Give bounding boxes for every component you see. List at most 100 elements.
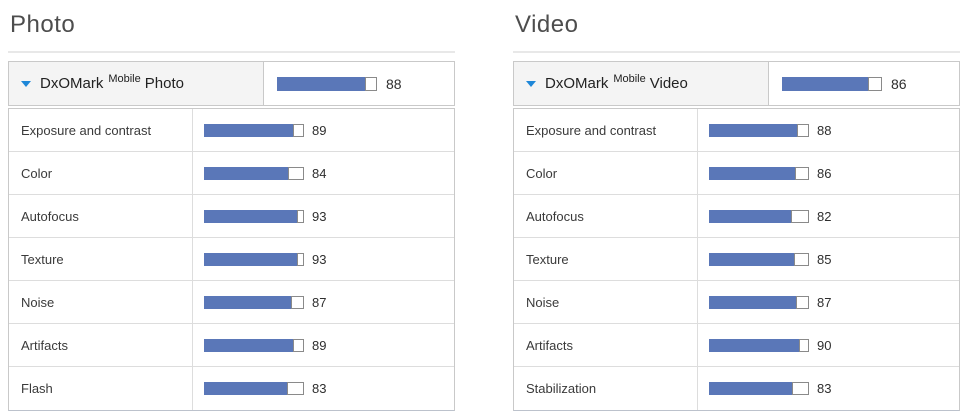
row-bar-cell: 93	[193, 195, 454, 237]
score-bar-fill	[277, 76, 365, 91]
row-score-bar	[204, 382, 304, 395]
score-bar-fill	[204, 295, 291, 309]
table-row: Autofocus 82	[514, 195, 959, 238]
row-bar-cell: 89	[193, 324, 454, 366]
score-bar-remainder	[297, 209, 304, 223]
row-score-value: 93	[312, 251, 327, 267]
row-label: Autofocus	[21, 208, 79, 224]
row-label: Artifacts	[21, 337, 68, 353]
row-label: Texture	[21, 251, 64, 267]
row-label-cell: Stabilization	[514, 367, 698, 410]
score-bar-remainder	[293, 123, 304, 137]
row-bar-cell: 93	[193, 238, 454, 280]
score-bar-fill	[709, 338, 799, 352]
score-bar-fill	[204, 209, 297, 223]
row-label: Autofocus	[526, 208, 584, 224]
table-row: Exposure and contrast 89	[9, 109, 454, 152]
score-bar-remainder	[795, 166, 809, 180]
video-panel: Video DxOMark Mobile Video 86 Exposure a…	[513, 10, 960, 411]
table-row: Texture 85	[514, 238, 959, 281]
row-score-value: 86	[817, 165, 832, 181]
row-label-cell: Flash	[9, 367, 193, 410]
table-row: Noise 87	[9, 281, 454, 324]
score-bar-fill	[204, 166, 288, 180]
row-bar-cell: 89	[193, 109, 454, 151]
row-label-cell: Exposure and contrast	[514, 109, 698, 151]
photo-panel: Photo DxOMark Mobile Photo 88 Exposure a…	[8, 10, 455, 411]
table-row: Noise 87	[514, 281, 959, 324]
row-label: Noise	[526, 294, 560, 310]
score-bar-remainder	[868, 76, 882, 91]
row-bar-cell: 86	[698, 152, 959, 194]
row-label-cell: Noise	[9, 281, 193, 323]
row-score-value: 84	[312, 165, 327, 181]
row-label: Stabilization	[526, 381, 597, 396]
table-row: Artifacts 90	[514, 324, 959, 367]
row-label-cell: Texture	[9, 238, 193, 280]
score-bar-fill	[204, 338, 293, 352]
score-bar-remainder	[799, 338, 809, 352]
row-label-cell: Autofocus	[514, 195, 698, 237]
overall-score-bar-cell: 86	[769, 62, 959, 105]
row-score-bar	[709, 338, 809, 352]
row-label-cell: Texture	[514, 238, 698, 280]
table-row: Stabilization 83	[514, 367, 959, 410]
score-bar-remainder	[365, 76, 377, 91]
title-divider	[8, 51, 455, 53]
collapse-arrow-icon[interactable]	[21, 80, 31, 87]
score-bar-remainder	[797, 123, 809, 137]
dxomark-overall-score-row[interactable]: DxOMark Mobile Photo 88	[8, 61, 455, 106]
mobile-superscript-label: Mobile	[108, 72, 141, 85]
overall-score-bar	[782, 76, 882, 91]
score-bar-fill	[204, 252, 297, 266]
score-bar-remainder	[796, 295, 809, 309]
score-bar-remainder	[792, 382, 809, 395]
row-score-value: 82	[817, 208, 832, 224]
overall-score-value: 86	[891, 75, 907, 92]
score-bar-remainder	[291, 295, 304, 309]
row-label-cell: Color	[9, 152, 193, 194]
table-row: Texture 93	[9, 238, 454, 281]
row-score-value: 88	[817, 122, 832, 138]
row-score-value: 93	[312, 208, 327, 224]
sub-score-table: Exposure and contrast 89 Color 84 Autofo…	[8, 108, 455, 411]
collapse-arrow-icon[interactable]	[526, 80, 536, 87]
row-label-cell: Exposure and contrast	[9, 109, 193, 151]
row-score-value: 89	[312, 337, 327, 353]
row-score-bar	[204, 295, 304, 309]
row-label-cell: Autofocus	[9, 195, 193, 237]
score-bar-fill	[709, 166, 795, 180]
row-score-value: 90	[817, 337, 832, 353]
row-label-cell: Color	[514, 152, 698, 194]
score-bar-remainder	[288, 166, 304, 180]
table-row: Exposure and contrast 88	[514, 109, 959, 152]
score-bar-remainder	[791, 209, 809, 223]
row-score-value: 87	[817, 294, 832, 310]
score-bar-remainder	[297, 252, 304, 266]
dxomark-brand-label: DxOMark	[40, 75, 104, 92]
dxomark-header-label-cell: DxOMark Mobile Photo	[9, 62, 264, 105]
panel-title: Photo	[10, 11, 76, 38]
title-divider	[513, 51, 960, 53]
row-bar-cell: 83	[698, 367, 959, 410]
score-bar-remainder	[794, 252, 809, 266]
sub-score-table: Exposure and contrast 88 Color 86 Autofo…	[513, 108, 960, 411]
row-label: Texture	[526, 251, 569, 267]
row-score-bar	[204, 252, 304, 266]
row-bar-cell: 85	[698, 238, 959, 280]
score-bar-remainder	[287, 382, 304, 395]
dxomark-header-label-cell: DxOMark Mobile Video	[514, 62, 769, 105]
score-bar-fill	[204, 123, 293, 137]
row-label-cell: Artifacts	[514, 324, 698, 366]
row-score-bar	[709, 295, 809, 309]
row-score-bar	[204, 209, 304, 223]
row-bar-cell: 90	[698, 324, 959, 366]
table-row: Artifacts 89	[9, 324, 454, 367]
score-bar-fill	[782, 76, 868, 91]
row-bar-cell: 87	[193, 281, 454, 323]
dxomark-overall-score-row[interactable]: DxOMark Mobile Video 86	[513, 61, 960, 106]
table-row: Color 84	[9, 152, 454, 195]
overall-score-bar	[277, 76, 377, 91]
row-score-bar	[709, 382, 809, 395]
